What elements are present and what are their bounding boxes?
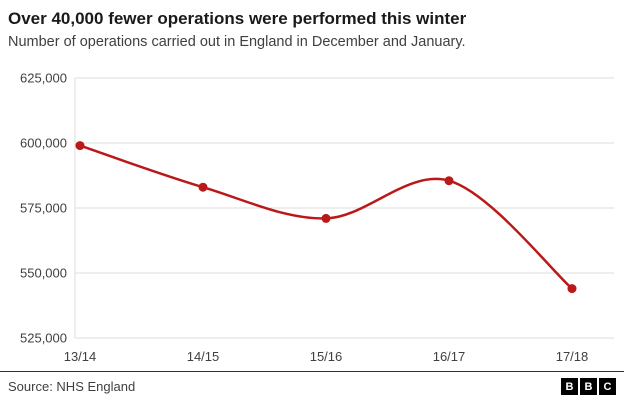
data-point — [75, 141, 85, 151]
bbc-logo-block: C — [599, 378, 616, 395]
data-point — [444, 176, 454, 186]
y-tick-label: 600,000 — [20, 136, 67, 151]
line-chart: 625,000 600,000 575,000 550,000 525,000 13/14… — [20, 71, 614, 364]
x-tick-label: 16/17 — [433, 349, 466, 364]
data-point — [567, 284, 577, 294]
x-tick-label: 14/15 — [187, 349, 220, 364]
bbc-logo-block: B — [561, 378, 578, 395]
y-tick-label: 625,000 — [20, 71, 67, 86]
x-tick-label: 17/18 — [556, 349, 589, 364]
y-tick-label: 550,000 — [20, 266, 67, 281]
data-line — [79, 144, 573, 290]
x-tick-label: 15/16 — [310, 349, 343, 364]
bbc-logo-block: B — [580, 378, 597, 395]
data-point — [198, 182, 208, 192]
source-label: Source: NHS England — [8, 379, 136, 394]
chart-title: Over 40,000 fewer operations were perfor… — [8, 9, 467, 28]
x-tick-label: 13/14 — [64, 349, 97, 364]
data-point — [321, 213, 331, 223]
y-tick-label: 525,000 — [20, 331, 67, 346]
chart-subtitle: Number of operations carried out in Engl… — [8, 34, 466, 50]
y-tick-label: 575,000 — [20, 201, 67, 216]
